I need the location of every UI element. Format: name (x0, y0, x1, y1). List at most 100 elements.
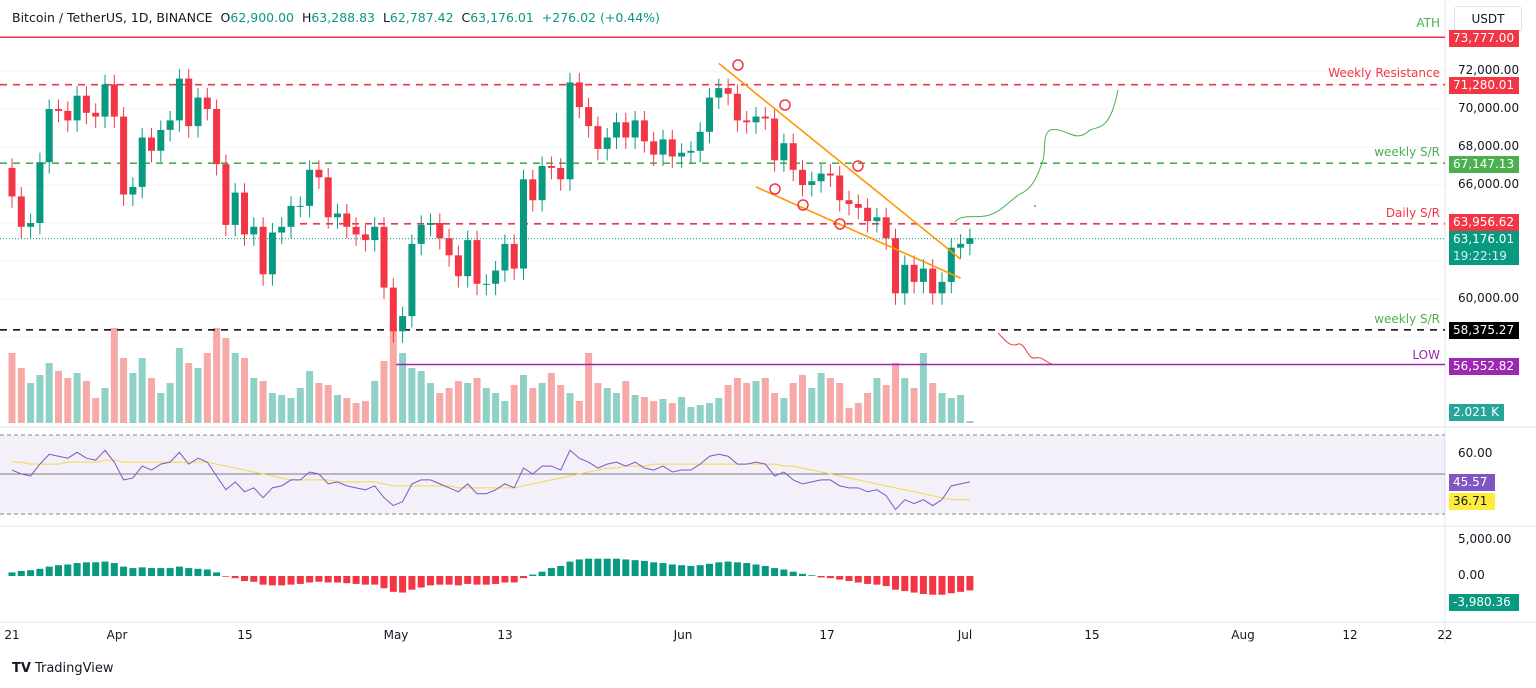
macd-histogram-bar (371, 576, 379, 585)
candle-body (194, 97, 202, 127)
volume-bar (761, 378, 769, 423)
macd-tick: 5,000.00 (1458, 532, 1512, 546)
candle-body (715, 88, 723, 98)
volume-bar (845, 408, 853, 423)
volume-bar (194, 368, 202, 423)
volume-bar (799, 375, 806, 423)
candle-body (55, 109, 62, 111)
macd-histogram-bar (213, 572, 221, 576)
volume-bar (696, 405, 704, 423)
candle-body (324, 177, 332, 218)
macd-histogram-bar (640, 560, 648, 576)
daily-sr-label: Daily S/R (1385, 206, 1440, 220)
candle-body (259, 226, 267, 275)
candle-body (296, 205, 304, 207)
candle-body (445, 238, 453, 256)
volume-bar (380, 361, 388, 423)
volume-bar (213, 328, 221, 423)
volume-bar (352, 403, 360, 423)
candle-body (687, 150, 695, 153)
volume-bar (361, 401, 369, 423)
time-tick: 17 (819, 628, 835, 642)
symbol-name[interactable]: Bitcoin / TetherUS, 1D, BINANCE (12, 10, 213, 25)
time-tick: Aug (1231, 628, 1255, 642)
candle-body (361, 234, 369, 241)
low-level-label: LOW (1412, 348, 1440, 362)
touch-point-circle (769, 183, 781, 195)
candle-body (854, 204, 862, 208)
volume-bar (73, 373, 81, 423)
macd-histogram-bar (231, 576, 239, 579)
candle-body (966, 238, 974, 244)
macd-histogram-bar (566, 561, 574, 576)
macd-histogram-bar (873, 576, 881, 585)
candle-body (659, 139, 667, 155)
volume-bar (241, 358, 248, 423)
macd-histogram-bar (594, 558, 602, 576)
volume-bar (566, 393, 574, 423)
volume-bar (287, 398, 295, 423)
macd-histogram-bar (8, 572, 16, 576)
macd-histogram-bar (743, 563, 751, 576)
volume-bar (203, 353, 211, 423)
macd-tick: 0.00 (1458, 568, 1485, 582)
macd-histogram-bar (343, 576, 351, 584)
candle-body (473, 240, 481, 284)
macd-histogram-bar (492, 576, 500, 584)
macd-histogram-bar (352, 576, 360, 584)
volume-bar (259, 381, 267, 423)
macd-histogram-bar (473, 576, 481, 585)
candle-body (315, 169, 323, 178)
touch-point-circle (779, 99, 791, 111)
volume-bar (148, 378, 155, 423)
volume-bar (464, 383, 472, 423)
candle-body (213, 109, 221, 165)
candle-body (334, 213, 341, 218)
rsi-line (11, 449, 971, 511)
candle-body (222, 164, 230, 225)
price-tick: 72,000.00 (1458, 63, 1520, 77)
volume-bar (929, 383, 937, 423)
volume-bar (594, 383, 602, 423)
macd-histogram-bar (966, 576, 974, 591)
volume-bar (808, 388, 816, 423)
macd-histogram-bar (399, 576, 407, 593)
macd-histogram-bar (575, 559, 583, 576)
macd-histogram-bar (901, 576, 909, 592)
macd-histogram-bar (631, 560, 639, 576)
last-price-tag: 63,176.01 19:22:19 (1449, 231, 1519, 265)
time-tick: Jul (957, 628, 973, 642)
weekly-sr-support-price-tag: 58,375.27 (1449, 322, 1519, 339)
volume-bar (687, 407, 695, 423)
brand-name: TradingView (34, 661, 114, 676)
tradingview-logo[interactable]: 𝗧𝗩 TradingView (12, 661, 113, 676)
macd-histogram-bar (166, 568, 174, 576)
tradingview-icon: 𝗧𝗩 (12, 661, 31, 676)
bullish-projection-path (954, 89, 1119, 223)
rsi-tick: 60.00 (1458, 446, 1493, 460)
macd-histogram-bar (278, 576, 286, 586)
candle-body (808, 181, 816, 185)
rsi-value-tag: 45.57 (1449, 474, 1495, 491)
last-price: 63,176.01 (1453, 232, 1515, 246)
macd-histogram-bar (938, 576, 946, 595)
macd-histogram-bar (715, 562, 723, 576)
volume-bar (55, 371, 62, 423)
candle-body (27, 223, 35, 227)
candle-body (836, 175, 844, 201)
volume-bar (668, 403, 676, 423)
macd-histogram-bar (417, 576, 425, 588)
candle-body (8, 167, 16, 197)
candle-body (287, 205, 295, 227)
candle-body (957, 243, 965, 248)
candle-body (175, 78, 183, 121)
volume-bar (640, 397, 648, 423)
price-tick: 68,000.00 (1458, 139, 1520, 153)
touch-point-circle (834, 218, 846, 230)
macd-histogram-bar (585, 558, 593, 576)
candle-body (752, 116, 760, 123)
macd-histogram-bar (389, 576, 397, 592)
macd-histogram-bar (854, 576, 862, 583)
volume-bar (324, 385, 332, 423)
